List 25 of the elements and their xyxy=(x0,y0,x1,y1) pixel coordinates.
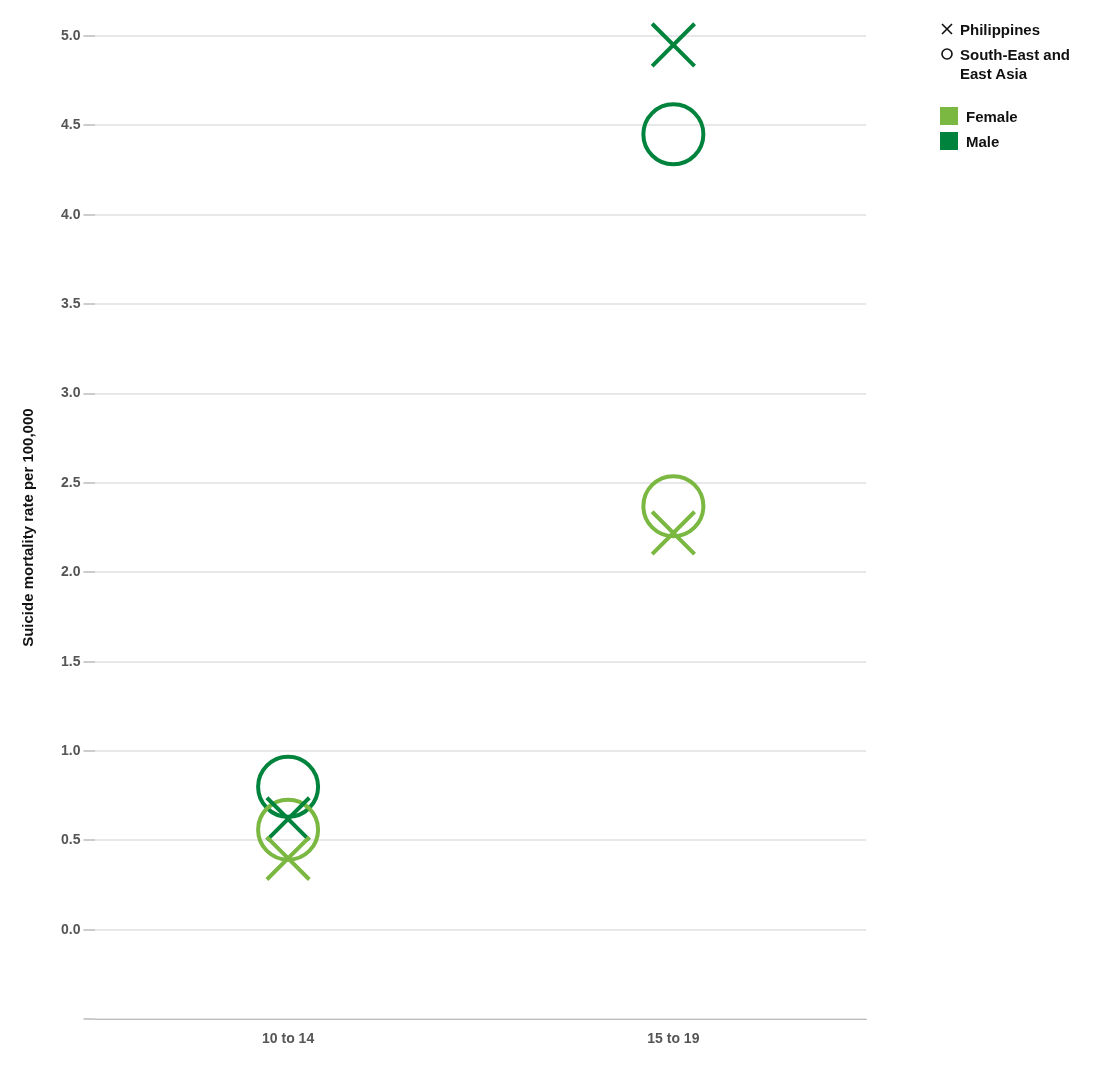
text: South-East and East Asia xyxy=(960,45,1071,83)
point xyxy=(650,509,697,557)
y-tick-label: 4.5 xyxy=(60,116,81,133)
text: Female xyxy=(966,107,1018,126)
y-tick-label: 2.0 xyxy=(60,563,81,580)
x-tick-label: 15 to 19 xyxy=(647,1030,700,1047)
y-tick-label: 5.0 xyxy=(60,26,81,43)
point xyxy=(641,102,706,167)
y-tick-label: 1.0 xyxy=(60,741,81,758)
point xyxy=(256,754,321,819)
y-axis-title: Suicide mortality rate per 100,000 xyxy=(19,408,37,647)
point xyxy=(264,835,312,882)
text: Male xyxy=(966,132,1000,151)
point xyxy=(256,797,321,862)
y-tick-label: 1.5 xyxy=(60,652,81,669)
y-tick-label: 3.5 xyxy=(60,295,81,311)
y-tick-label: 4.0 xyxy=(60,205,81,222)
point xyxy=(650,21,697,69)
y-tick-label: 2.5 xyxy=(60,473,81,490)
point xyxy=(641,474,706,539)
y-tick-label: 3.0 xyxy=(60,384,81,401)
y-tick-label: 0.5 xyxy=(60,831,81,848)
y-tick-label: 0.0 xyxy=(60,920,81,937)
x-tick-label: 10 to 14 xyxy=(262,1030,315,1047)
text: Philippines xyxy=(960,20,1041,39)
